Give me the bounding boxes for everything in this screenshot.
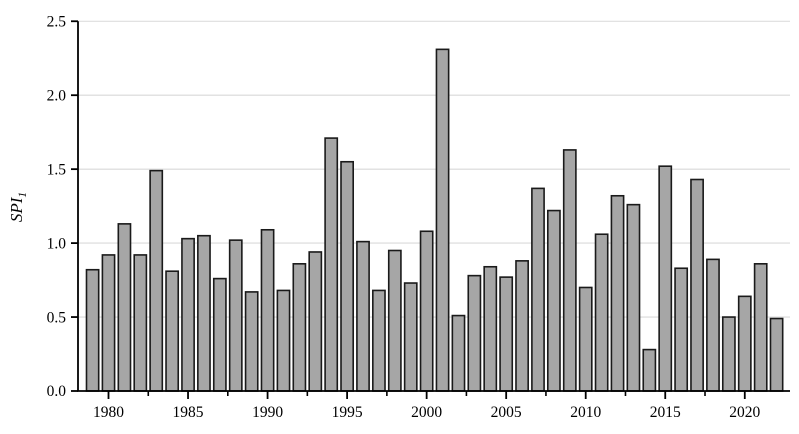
bar-1988	[228, 239, 243, 392]
axes	[77, 21, 790, 392]
y-tick-label: 0.5	[47, 309, 67, 326]
bar-2016	[674, 267, 689, 392]
bar-2009	[562, 149, 577, 392]
bar-1982	[133, 254, 148, 392]
bar-2020	[737, 295, 752, 392]
x-tick-label: 1995	[332, 404, 363, 421]
bar-1984	[165, 270, 180, 392]
bar-1997	[372, 289, 386, 392]
bar-2004	[483, 265, 498, 392]
bar-2003	[467, 274, 482, 392]
y-tick-label: 1.5	[47, 161, 67, 178]
x-tick-label: 2000	[411, 404, 442, 421]
x-tick-label: 2020	[729, 404, 760, 421]
x-tick-label: 2015	[650, 404, 681, 421]
bar-2019	[721, 316, 736, 392]
x-tick-label: 2005	[491, 404, 522, 421]
bar-1989	[244, 291, 259, 392]
bar-2021	[753, 263, 768, 392]
bars	[85, 48, 784, 392]
bar-1985	[181, 237, 195, 392]
bar-2002	[451, 314, 466, 392]
bar-2007	[531, 187, 545, 392]
bar-2006	[515, 260, 529, 392]
bar-2005	[499, 276, 514, 392]
x-tick-label: 1985	[173, 404, 204, 421]
y-tick-label: 2.0	[47, 87, 67, 104]
bar-1992	[292, 263, 307, 392]
bar-1986	[197, 234, 211, 392]
bar-2018	[706, 258, 720, 392]
bar-1993	[308, 251, 323, 392]
bar-2014	[642, 348, 657, 392]
bar-1994	[324, 137, 339, 392]
x-tick-label: 1980	[93, 404, 124, 421]
bar-1996	[356, 240, 370, 392]
bar-2012	[610, 194, 625, 392]
bar-1987	[212, 277, 227, 392]
bar-2001	[435, 48, 450, 392]
x-ticks: 1980 1985 1990 1995 2000 2005 2010 2015 2020	[93, 391, 761, 421]
y-tick-label: 1.0	[47, 235, 67, 252]
bar-1979	[85, 268, 100, 392]
x-tick-label: 1990	[252, 404, 283, 421]
y-ticks: 0.0 0.5 1.0 1.5 2.0 2.5	[47, 13, 78, 400]
bar-2000	[419, 230, 434, 392]
bar-2011	[594, 233, 609, 392]
bar-1981	[117, 223, 132, 392]
bar-2008	[546, 209, 561, 392]
y-tick-label: 0.0	[47, 383, 67, 400]
bar-1990	[260, 228, 275, 392]
x-tick-label: 2010	[570, 404, 601, 421]
bar-1991	[276, 289, 291, 392]
bar-2017	[690, 178, 704, 392]
bar-1983	[149, 169, 164, 392]
bar-2015	[658, 165, 673, 392]
bar-1998	[387, 249, 402, 392]
bar-1999	[403, 282, 418, 392]
bar-1980	[101, 254, 116, 392]
bar-1995	[340, 160, 354, 392]
bar-2010	[578, 286, 593, 392]
y-axis-title: SPI1	[7, 192, 29, 222]
bar-2013	[626, 203, 641, 392]
bar-2022	[769, 317, 784, 392]
y-tick-label: 2.5	[47, 13, 67, 30]
